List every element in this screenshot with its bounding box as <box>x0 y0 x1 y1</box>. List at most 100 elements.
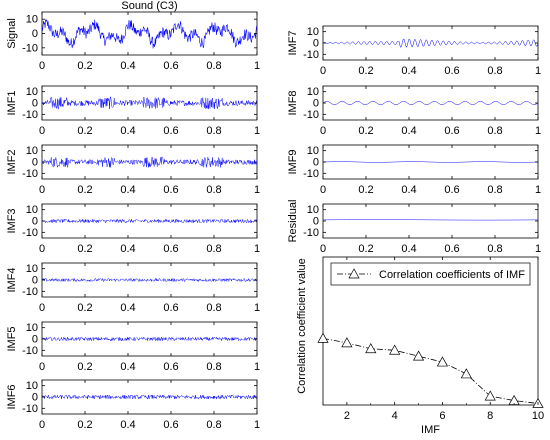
y-tick-label: 10 <box>26 145 38 157</box>
x-tick-label: 1 <box>535 125 541 137</box>
x-tick-label: 0 <box>320 125 326 137</box>
x-tick-label: 0 <box>320 243 326 255</box>
y-axis-label: IMF2 <box>6 149 18 174</box>
x-tick-label: 0 <box>320 184 326 196</box>
y-tick-label: -10 <box>22 42 38 54</box>
x-tick-label: 0.2 <box>358 65 373 77</box>
y-tick-label: 10 <box>26 263 38 275</box>
y-tick-label: 10 <box>26 322 38 334</box>
x-tick-label: 10 <box>532 410 544 422</box>
x-tick-label: 0.4 <box>401 65 416 77</box>
y-axis-label: IMF1 <box>6 90 18 115</box>
y-axis-label: Residual <box>287 200 299 243</box>
y-tick-label: 10 <box>307 204 319 216</box>
x-tick-label: 0 <box>39 184 45 196</box>
y-tick-label: 0 <box>32 275 38 287</box>
y-tick-label: 10 <box>307 86 319 98</box>
x-tick-label: 0.8 <box>487 243 502 255</box>
y-tick-label: 0 <box>313 216 319 228</box>
y-tick-label: 0 <box>32 98 38 110</box>
x-axis-label: IMF <box>421 424 440 436</box>
x-tick-label: 0.2 <box>77 302 92 314</box>
y-tick-label: 0 <box>32 28 38 40</box>
y-axis-label: IMF7 <box>287 30 299 55</box>
x-tick-label: 0.8 <box>487 184 502 196</box>
x-tick-label: 0.6 <box>444 184 459 196</box>
x-tick-label: 0.2 <box>77 243 92 255</box>
y-axis-label: IMF9 <box>287 149 299 174</box>
x-tick-label: 0.8 <box>206 184 221 196</box>
y-tick-label: 0 <box>313 98 319 110</box>
x-tick-label: 0.6 <box>163 361 178 373</box>
y-tick-label: -10 <box>303 109 319 121</box>
x-tick-label: 0.2 <box>358 125 373 137</box>
x-tick-label: 0 <box>39 361 45 373</box>
x-tick-label: 0 <box>320 65 326 77</box>
y-tick-label: 0 <box>32 216 38 228</box>
x-tick-label: 0.4 <box>120 243 135 255</box>
panel-correlation: 2 4 6 8 10 IMF Correlation coefficient value Co… <box>296 256 544 436</box>
y-tick-label: -10 <box>22 227 38 239</box>
x-tick-label: 1 <box>254 125 260 137</box>
y-axis-label: IMF8 <box>287 90 299 115</box>
legend-label: Correlation coefficients of IMF <box>379 269 525 281</box>
y-tick-label: -10 <box>22 403 38 415</box>
x-tick-label: 1 <box>254 60 260 72</box>
x-tick-label: 0.2 <box>77 125 92 137</box>
x-tick-label: 0.4 <box>401 243 416 255</box>
x-tick-label: 0.2 <box>358 243 373 255</box>
x-tick-label: 0.2 <box>77 419 92 431</box>
x-tick-label: 1 <box>254 243 260 255</box>
x-tick-label: 0.8 <box>487 125 502 137</box>
x-tick-label: 0 <box>39 125 45 137</box>
signal-trace <box>322 161 539 163</box>
x-tick-label: 0.4 <box>120 302 135 314</box>
x-tick-label: 0.4 <box>401 184 416 196</box>
signal-trace <box>41 156 258 169</box>
x-tick-label: 0.4 <box>120 60 135 72</box>
x-tick-label: 0.6 <box>163 184 178 196</box>
y-tick-label: 10 <box>307 26 319 38</box>
x-tick-label: 0.8 <box>206 419 221 431</box>
data-point-marker <box>341 337 353 348</box>
y-axis-label: IMF5 <box>6 326 18 351</box>
x-tick-label: 0.4 <box>120 125 135 137</box>
y-axis-label: Correlation coefficient value <box>296 258 308 394</box>
legend-box <box>330 262 531 286</box>
x-tick-label: 0.6 <box>163 243 178 255</box>
x-tick-label: 0 <box>39 60 45 72</box>
signal-trace <box>41 19 258 49</box>
x-tick-label: 0.4 <box>120 419 135 431</box>
signal-trace <box>41 277 258 283</box>
signal-trace <box>41 218 258 224</box>
x-tick-label: 0.6 <box>444 243 459 255</box>
y-tick-label: 0 <box>32 392 38 404</box>
x-tick-label: 0.8 <box>206 361 221 373</box>
x-tick-label: 0.6 <box>444 65 459 77</box>
legend-marker <box>348 268 360 279</box>
x-tick-label: 0.6 <box>163 302 178 314</box>
x-tick-label: 1 <box>254 361 260 373</box>
y-tick-label: -10 <box>22 168 38 180</box>
data-point-marker <box>436 356 449 367</box>
y-tick-label: -10 <box>303 168 319 180</box>
x-tick-label: 1 <box>254 302 260 314</box>
x-tick-label: 6 <box>439 410 445 422</box>
x-tick-label: 1 <box>535 243 541 255</box>
legend: Correlation coefficients of IMF <box>330 262 531 286</box>
x-tick-label: 0.8 <box>206 60 221 72</box>
x-tick-label: 2 <box>344 410 350 422</box>
x-tick-label: 1 <box>254 184 260 196</box>
x-tick-label: 0.4 <box>401 125 416 137</box>
chart-title: Sound (C3) <box>121 0 177 12</box>
y-axis-label: IMF6 <box>6 384 18 409</box>
